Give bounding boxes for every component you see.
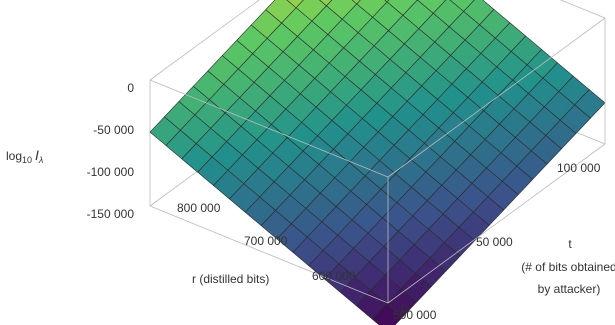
surface-cell (325, 0, 358, 20)
y-tick-label: 50 000 (476, 235, 513, 249)
bounding-box-front (149, 17, 606, 304)
surface-cell (386, 0, 418, 16)
z-tick-label: 0 (127, 81, 134, 95)
y-axis-label: t (# of bits obtained by attacker) (521, 237, 615, 296)
z-label-sub: 10 (22, 155, 32, 165)
surface-cell (463, 0, 495, 26)
surface-cell (417, 0, 447, 14)
surface-cell (351, 0, 361, 5)
z-tick-label: -50 000 (93, 123, 134, 137)
surface-cell (286, 0, 304, 9)
z-tick-label: -150 000 (87, 207, 135, 221)
x-axis-label: r (distilled bits) (192, 272, 269, 286)
surface-cell (295, 0, 327, 22)
y-tick-label: 100 000 (557, 161, 601, 175)
box-edge (149, 79, 389, 178)
x-axis-ticks: 800 000 700 000 600 000 500 000 (177, 201, 437, 322)
surface-cell (449, 0, 475, 12)
surface-cell (319, 0, 333, 7)
x-tick-label: 500 000 (393, 308, 437, 322)
y-axis-label-line: by attacker) (538, 282, 601, 296)
x-tick-label: 800 000 (177, 201, 221, 215)
surface-cell (265, 0, 297, 24)
surface-cell (432, 0, 465, 28)
x-tick-label: 600 000 (312, 269, 356, 283)
y-axis-ticks: 0 50 000 100 000 (401, 161, 601, 316)
box-edge (149, 0, 260, 81)
box-edge (559, 0, 606, 19)
surface-mesh (149, 0, 606, 325)
y-tick-label: 0 (401, 302, 408, 316)
z-label-var-sub: λ (38, 155, 43, 165)
z-axis-ticks: 0 -50 000 -100 000 -150 000 (87, 81, 135, 221)
y-axis-label-line: t (568, 237, 572, 251)
box-edge (387, 143, 606, 304)
x-tick-label: 700 000 (244, 234, 288, 248)
surface-cell (384, 0, 390, 3)
y-axis-label-line: (# of bits obtained (521, 260, 615, 274)
surface-cell (356, 0, 388, 18)
z-tick-label: -100 000 (87, 165, 135, 179)
z-label-base: log (6, 149, 22, 163)
box-edge (149, 205, 389, 304)
box-edge (387, 17, 606, 178)
z-axis-label: log10 Iλ (6, 147, 43, 165)
z-label-var: I (35, 147, 39, 163)
